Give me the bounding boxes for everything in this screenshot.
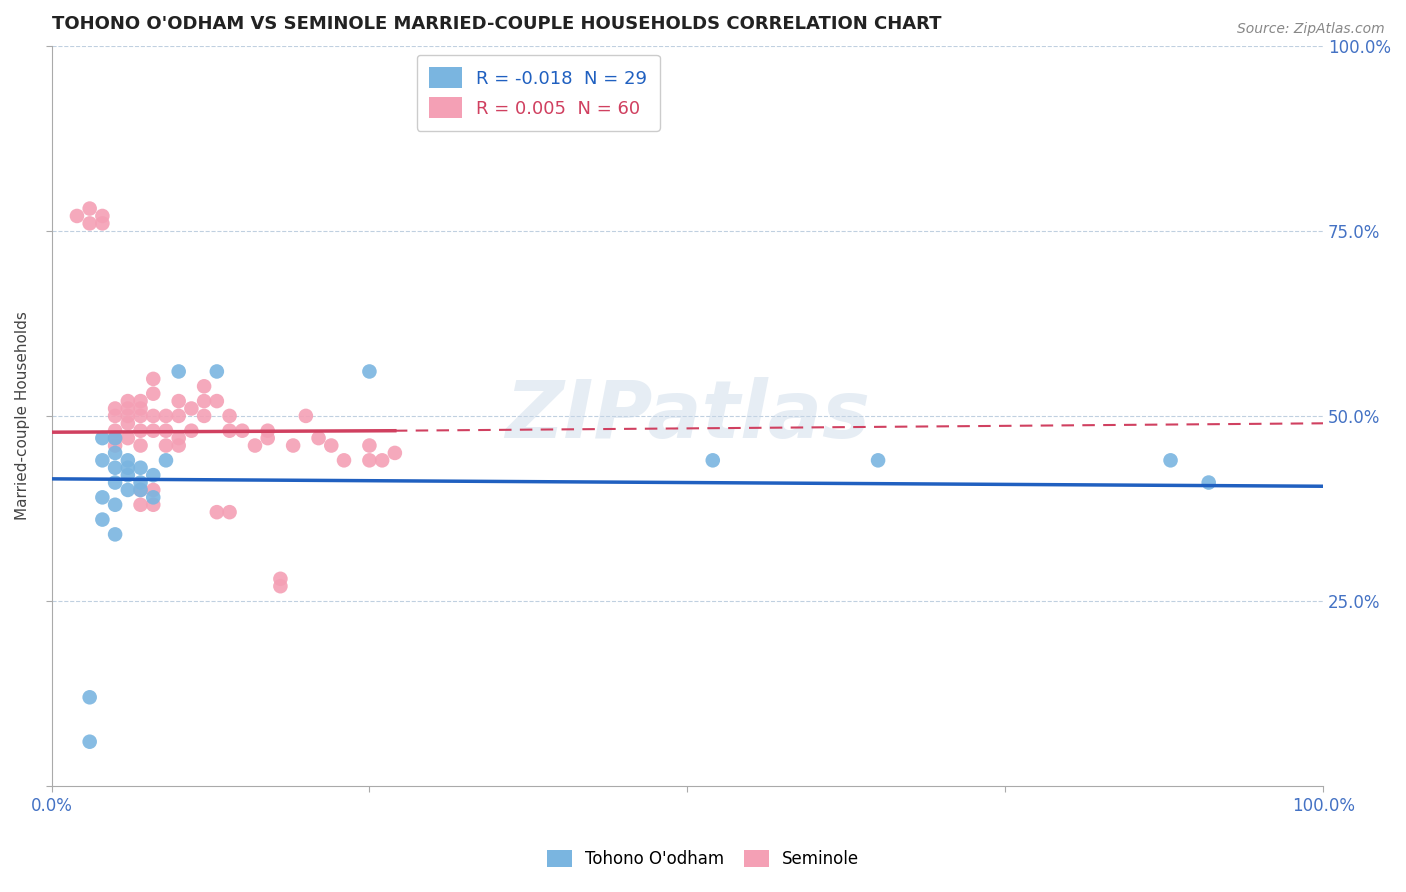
Point xyxy=(295,409,318,423)
Point xyxy=(281,438,304,452)
Point xyxy=(243,438,266,452)
Point xyxy=(117,409,139,423)
Point xyxy=(218,505,240,519)
Point xyxy=(129,475,152,490)
Point xyxy=(104,431,127,445)
Point xyxy=(142,498,165,512)
Point xyxy=(167,394,190,409)
Point xyxy=(104,475,127,490)
Point xyxy=(333,453,356,467)
Point xyxy=(117,460,139,475)
Point xyxy=(104,424,127,438)
Point xyxy=(256,431,278,445)
Text: Source: ZipAtlas.com: Source: ZipAtlas.com xyxy=(1237,22,1385,37)
Point xyxy=(180,401,202,416)
Point xyxy=(91,491,114,505)
Point xyxy=(91,453,114,467)
Point xyxy=(104,409,127,423)
Point xyxy=(142,386,165,401)
Point xyxy=(117,453,139,467)
Point xyxy=(79,690,101,705)
Point xyxy=(142,468,165,483)
Point xyxy=(359,364,381,378)
Legend: Tohono O'odham, Seminole: Tohono O'odham, Seminole xyxy=(540,843,866,875)
Point xyxy=(117,401,139,416)
Point xyxy=(117,394,139,409)
Point xyxy=(142,372,165,386)
Point xyxy=(117,468,139,483)
Point xyxy=(129,483,152,497)
Point xyxy=(91,431,114,445)
Point xyxy=(79,216,101,230)
Point xyxy=(1198,475,1220,490)
Point xyxy=(269,579,291,593)
Point xyxy=(129,498,152,512)
Point xyxy=(205,394,228,409)
Point xyxy=(167,431,190,445)
Point xyxy=(129,424,152,438)
Point xyxy=(142,491,165,505)
Point xyxy=(702,453,724,467)
Point xyxy=(218,424,240,438)
Point xyxy=(180,424,202,438)
Point xyxy=(79,735,101,749)
Point xyxy=(79,202,101,216)
Point xyxy=(129,438,152,452)
Point xyxy=(91,209,114,223)
Text: ZIPatlas: ZIPatlas xyxy=(505,377,870,455)
Point xyxy=(218,409,240,423)
Point xyxy=(193,409,215,423)
Point xyxy=(117,417,139,431)
Point xyxy=(167,409,190,423)
Point xyxy=(167,364,190,378)
Point xyxy=(308,431,330,445)
Point xyxy=(1160,453,1182,467)
Point xyxy=(167,438,190,452)
Point xyxy=(256,424,278,438)
Point xyxy=(91,216,114,230)
Point xyxy=(104,446,127,460)
Legend: R = -0.018  N = 29, R = 0.005  N = 60: R = -0.018 N = 29, R = 0.005 N = 60 xyxy=(416,54,659,131)
Y-axis label: Married-couple Households: Married-couple Households xyxy=(15,311,30,520)
Point xyxy=(321,438,343,452)
Point xyxy=(129,483,152,497)
Point xyxy=(193,379,215,393)
Point xyxy=(359,438,381,452)
Point xyxy=(142,483,165,497)
Point xyxy=(129,401,152,416)
Point xyxy=(155,424,177,438)
Point xyxy=(104,527,127,541)
Point xyxy=(193,394,215,409)
Point xyxy=(104,401,127,416)
Text: TOHONO O'ODHAM VS SEMINOLE MARRIED-COUPLE HOUSEHOLDS CORRELATION CHART: TOHONO O'ODHAM VS SEMINOLE MARRIED-COUPL… xyxy=(52,15,941,33)
Point xyxy=(384,446,406,460)
Point xyxy=(104,460,127,475)
Point xyxy=(91,512,114,526)
Point xyxy=(205,364,228,378)
Point xyxy=(129,394,152,409)
Point xyxy=(129,409,152,423)
Point xyxy=(205,505,228,519)
Point xyxy=(104,438,127,452)
Point xyxy=(371,453,394,467)
Point xyxy=(104,498,127,512)
Point xyxy=(359,453,381,467)
Point xyxy=(117,483,139,497)
Point xyxy=(269,572,291,586)
Point xyxy=(868,453,890,467)
Point xyxy=(104,431,127,445)
Point xyxy=(155,409,177,423)
Point xyxy=(231,424,253,438)
Point xyxy=(142,424,165,438)
Point xyxy=(66,209,89,223)
Point xyxy=(129,460,152,475)
Point xyxy=(155,453,177,467)
Point xyxy=(142,409,165,423)
Point xyxy=(155,438,177,452)
Point xyxy=(117,431,139,445)
